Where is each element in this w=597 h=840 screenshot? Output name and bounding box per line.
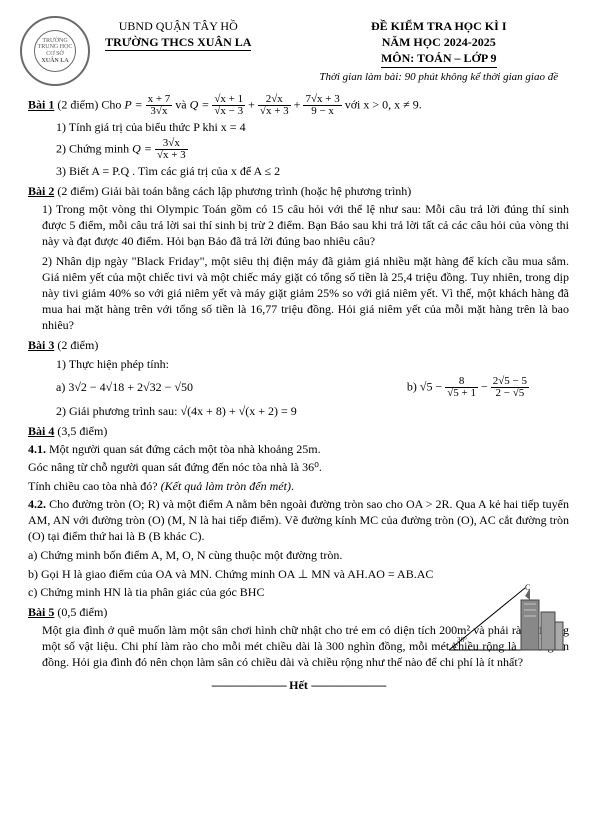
bai4-41a: 4.1. 4.1. Một người quan sát đứng cách m… (28, 441, 569, 457)
bai1-and: và (175, 98, 189, 112)
doc-header: TRƯỜNG TRUNG HỌC CƠ SỞ XUÂN LA UBND QUẬN… (28, 18, 569, 84)
svg-text:36°: 36° (457, 636, 467, 644)
bai1-P-frac: x + 7 3√x (146, 94, 173, 117)
bai1-item1: 1) Tính giá trị của biểu thức P khi x = … (28, 119, 569, 135)
bai2-section: Bài 2 (2 điểm) Giải bài toán bằng cách l… (28, 183, 569, 334)
bai3-i2: 2) Giải phương trình sau: √(4x + 8) + √(… (28, 403, 569, 419)
bai4-title: Bài 4 (28, 424, 54, 438)
bai1-points: (2 điểm) (57, 98, 98, 112)
bai1-item3: 3) Biết A = P.Q . Tìm các giá trị của x … (28, 163, 569, 179)
bai3-b: b) √5 − 8√5 + 1 − 2√5 − 52 − √5 (407, 376, 529, 399)
bai3-points: (2 điểm) (57, 338, 98, 352)
footer-end: Hết (28, 677, 569, 693)
bai4-points: (3,5 điểm) (57, 424, 107, 438)
subject-label: MÔN: TOÁN – LỚP 9 (309, 50, 570, 67)
building-illustration: A 36° C (447, 582, 567, 654)
bai3-title: Bài 3 (28, 338, 54, 352)
school-year: NĂM HỌC 2024-2025 (309, 34, 570, 50)
bai1-cond: với x > 0, x ≠ 9. (345, 98, 422, 112)
stamp-line3: XUÂN LA (41, 58, 68, 65)
bai2-p1: 1) Trong một vòng thi Olympic Toán gồm c… (28, 201, 569, 250)
bai3-i1: 1) Thực hiện phép tính: (28, 356, 569, 372)
bai4-section: Bài 4 (3,5 điểm) 4.1. 4.1. Một người qua… (28, 423, 569, 600)
bai5-points: (0,5 điểm) (57, 605, 107, 619)
bai4-41b: Góc nâng từ chỗ người quan sát đứng đến … (28, 459, 569, 475)
school-stamp: TRƯỜNG TRUNG HỌC CƠ SỞ XUÂN LA (20, 16, 90, 86)
stamp-line2: TRUNG HỌC CƠ SỞ (35, 44, 75, 57)
bai4-41c: Tính chiều cao tòa nhà đó? (Kết quả làm … (28, 478, 569, 494)
duration-label: Thời gian làm bài: 90 phút không kể thời… (309, 70, 570, 85)
bai1-section: Bài 1 (2 điểm) Cho P = x + 7 3√x và Q = … (28, 94, 569, 178)
bai4-b: b) Gọi H là giao điểm của OA và MN. Chứn… (28, 566, 569, 582)
stamp-line1: TRƯỜNG (42, 38, 67, 45)
bai1-P-eq: P = (124, 98, 145, 112)
bai1-title: Bài 1 (28, 98, 54, 112)
district-label: UBND QUẬN TÂY HỒ (48, 18, 309, 34)
bai2-p2: 2) Nhân dịp ngày "Black Friday", một siê… (28, 253, 569, 334)
bai1-Q-eq: Q = (190, 98, 213, 112)
bai2-points: (2 điểm) Giải bài toán bằng cách lập phư… (57, 184, 411, 198)
bai1-intro: Cho (101, 98, 124, 112)
bai1-q2: 2√x√x + 3 (258, 94, 291, 117)
bai1-item2: 2) Chứng minh Q = 3√x√x + 3 (28, 138, 569, 161)
bai1-q1: √x + 1√x − 3 (212, 94, 245, 117)
bai3-section: Bài 3 (2 điểm) 1) Thực hiện phép tính: a… (28, 337, 569, 419)
bai3-a: a) 3√2 − 4√18 + 2√32 − √50 (56, 379, 193, 395)
bai4-a: a) Chứng minh bốn điểm A, M, O, N cùng t… (28, 547, 569, 563)
bai4-42: 4.2. Cho đường tròn (O; R) và một điểm A… (28, 496, 569, 545)
bai1-q3: 7√x + 39 − x (303, 94, 341, 117)
bai2-title: Bài 2 (28, 184, 54, 198)
exam-title: ĐỀ KIỂM TRA HỌC KÌ I (309, 18, 570, 34)
bai5-title: Bài 5 (28, 605, 54, 619)
